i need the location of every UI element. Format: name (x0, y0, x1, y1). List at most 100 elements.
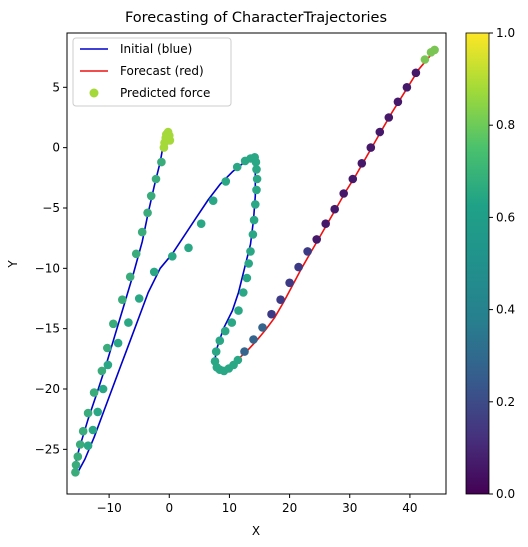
x-axis-ticks: −10 0 10 20 30 40 (96, 494, 418, 515)
force-point-1-2 (146, 191, 156, 201)
x-tick-label-1: 0 (165, 501, 173, 515)
force-point-2-29 (234, 306, 243, 315)
colorbar-tick-label-0: 0.0 (496, 487, 515, 501)
x-tick-label-3: 20 (282, 501, 297, 515)
force-point-4-4 (303, 247, 312, 256)
force-point-1-12 (83, 408, 93, 418)
force-point-1-10 (97, 366, 107, 376)
force-point-2-22 (251, 200, 260, 209)
force-point-5-8 (384, 113, 394, 122)
y-tick-label-1: 0 (52, 141, 60, 155)
force-point-2-13 (221, 177, 231, 186)
y-tick-label-5: −20 (35, 382, 60, 396)
force-point-2-12 (208, 196, 218, 205)
force-point-1-13 (78, 426, 88, 436)
plot-frame (66, 32, 447, 495)
force-point-5-7 (375, 127, 385, 137)
y-axis-ticks: 5 0 −5 −10 −15 −20 −25 (35, 80, 67, 456)
legend-force-label: Predicted force (120, 86, 210, 100)
force-point-2-23 (249, 215, 259, 225)
force-point-2-19 (252, 165, 261, 174)
legend: Initial (blue) Forecast (red) Predicted … (72, 37, 232, 107)
colorbar-ticks: 0.0 0.2 0.4 0.6 0.8 1.0 (489, 26, 515, 501)
force-point-4-2 (285, 278, 294, 288)
force-point-3-0 (240, 347, 249, 356)
force-point-2-20 (252, 174, 262, 184)
force-point-5-6 (366, 143, 376, 152)
force-point-1-8 (109, 319, 118, 329)
force-point-2-3 (98, 384, 108, 394)
force-point-2-6 (124, 318, 133, 327)
force-point-2-4 (103, 360, 113, 370)
colorbar: 0.0 0.2 0.4 0.6 0.8 1.0 (465, 26, 515, 501)
force-point-2-33 (211, 347, 221, 356)
y-tick-label-6: −25 (35, 442, 60, 456)
series-lines (73, 49, 436, 475)
y-tick-label-4: −15 (35, 322, 60, 336)
force-point-2-21 (252, 185, 261, 195)
force-point-2-31 (220, 326, 230, 336)
force-point-5-0 (312, 235, 322, 244)
force-point-1-6 (125, 272, 135, 282)
force-point-1-5 (131, 249, 141, 259)
legend-box (72, 37, 232, 107)
force-point-2-10 (184, 243, 193, 253)
colorbar-tick-label-3: 0.6 (496, 210, 515, 224)
y-axis-label: Y (6, 260, 20, 269)
force-point-5-1 (321, 219, 331, 228)
force-point-2-27 (242, 273, 252, 283)
force-point-2-26 (244, 259, 253, 268)
force-point-2-28 (239, 288, 248, 297)
force-point-6-2 (430, 45, 439, 55)
force-point-5-10 (402, 83, 412, 92)
force-point-2-40 (233, 355, 243, 365)
y-tick-label-3: −10 (35, 261, 60, 275)
force-point-2-18 (251, 157, 261, 167)
force-point-6-0 (420, 55, 430, 64)
force-point-1-11 (89, 388, 99, 397)
force-point-5-11 (411, 68, 421, 78)
series-line-0 (73, 132, 257, 475)
series-line-1 (230, 49, 436, 366)
force-point-1-7 (118, 295, 127, 305)
predicted-force-points (71, 45, 439, 477)
x-tick-label-4: 30 (342, 501, 357, 515)
force-point-1-16 (71, 460, 81, 470)
force-point-2-30 (227, 318, 237, 327)
force-point-1-9 (103, 343, 112, 353)
force-point-1-17 (71, 468, 80, 477)
force-point-1-1 (151, 174, 161, 184)
force-point-2-25 (246, 247, 255, 256)
legend-force-swatch (89, 88, 99, 98)
force-point-4-1 (276, 295, 285, 305)
force-point-4-3 (294, 262, 303, 272)
force-point-1-15 (73, 452, 83, 461)
force-point-2-7 (134, 294, 144, 303)
x-axis-label: X (252, 524, 260, 538)
force-point-2-1 (88, 425, 98, 435)
force-point-3-2 (258, 323, 267, 332)
force-point-0-6 (159, 143, 169, 152)
force-point-2-32 (215, 336, 225, 346)
force-point-2-11 (196, 219, 206, 228)
force-point-2-2 (93, 407, 102, 417)
force-point-1-0 (157, 157, 166, 167)
force-point-2-14 (232, 162, 242, 172)
force-point-2-9 (168, 251, 177, 261)
force-point-2-0 (83, 441, 93, 451)
force-point-5-9 (393, 97, 403, 107)
force-point-2-24 (248, 230, 258, 239)
y-tick-label-0: 5 (52, 80, 60, 94)
legend-initial-label: Initial (blue) (120, 42, 192, 56)
force-point-1-3 (143, 208, 152, 218)
colorbar-gradient (465, 32, 490, 495)
force-point-5-2 (330, 204, 340, 214)
x-tick-label-2: 10 (222, 501, 237, 515)
legend-forecast-label: Forecast (red) (120, 64, 204, 78)
x-tick-label-5: 40 (402, 501, 417, 515)
force-point-1-14 (75, 440, 85, 449)
colorbar-tick-label-5: 1.0 (496, 26, 515, 40)
force-point-5-4 (348, 174, 358, 184)
force-point-5-3 (339, 189, 349, 198)
